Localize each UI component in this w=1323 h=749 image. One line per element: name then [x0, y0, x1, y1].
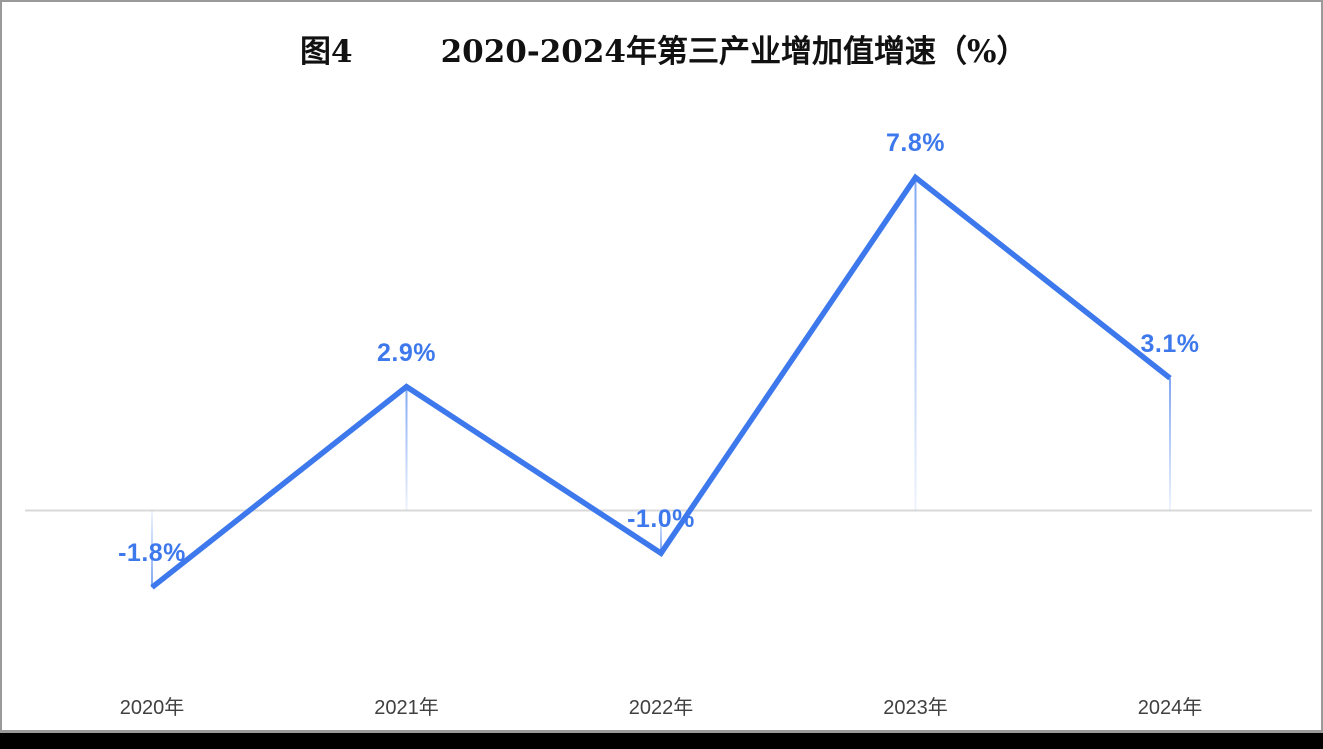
value-label-2022年: -1.0% — [627, 505, 695, 534]
bottom-black-bar — [0, 730, 1323, 749]
x-axis-label-2021年: 2021年 — [374, 697, 439, 719]
chart-title-text: 2020-2024年第三产业增加值增速（%） — [440, 34, 1028, 70]
value-label-2024年: 3.1% — [1140, 330, 1200, 359]
value-label-2020年: -1.8% — [118, 539, 186, 568]
data-series-line — [150, 173, 1172, 590]
x-axis-label-2023年: 2023年 — [883, 697, 948, 719]
value-label-2021年: 2.9% — [377, 338, 436, 367]
chart-title: 图4 2020-2024年第三产业增加值增速（%） — [300, 26, 1027, 71]
value-label-2023年: 7.8% — [886, 129, 945, 158]
figure-number-label: 图4 — [300, 34, 353, 70]
x-axis-label-2022年: 2022年 — [628, 697, 694, 719]
x-axis-label-2024年: 2024年 — [1137, 697, 1203, 719]
x-axis-label-2020年: 2020年 — [119, 697, 185, 719]
